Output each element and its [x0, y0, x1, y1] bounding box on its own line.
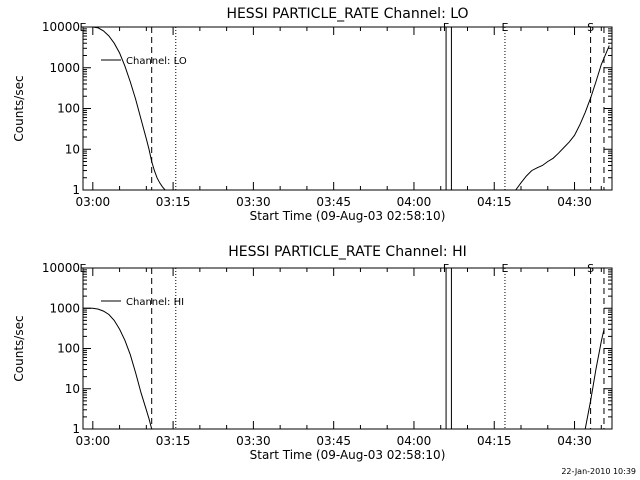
y-tick-label-5: 10000 [42, 261, 80, 275]
series-line-1-segment-1 [83, 307, 153, 430]
plot-frame [82, 26, 613, 191]
y-tick-label-3: 100 [57, 342, 80, 356]
y-axis-label: Counts/sec [12, 75, 26, 141]
marker-label-6: E [501, 21, 508, 34]
marker-label-7: S [587, 262, 594, 275]
marker-label-6: E [501, 262, 508, 275]
x-tick-label-5: 04:00 [397, 434, 432, 448]
series-line-1-segment-2 [584, 329, 605, 430]
y-axis-label: Counts/sec [12, 315, 26, 381]
x-axis-label: Start Time (09-Aug-03 02:58:10) [250, 448, 446, 462]
y-tick-label-1: 1 [72, 183, 80, 197]
x-tick-label-3: 03:30 [236, 434, 271, 448]
y-tick-label-2: 10 [65, 142, 80, 156]
series-line-1-segment-2 [515, 45, 610, 191]
y-tick-label-4: 1000 [49, 61, 80, 75]
x-tick-label-4: 03:45 [316, 434, 351, 448]
plot-frame [82, 267, 613, 430]
x-tick-label-7: 04:30 [557, 434, 592, 448]
y-tick-label-5: 10000 [42, 20, 80, 34]
x-axis-label: Start Time (09-Aug-03 02:58:10) [250, 209, 446, 223]
x-tick-label-4: 03:45 [316, 195, 351, 209]
x-tick-label-2: 03:15 [156, 434, 191, 448]
footer-timestamp: 22-Jan-2010 10:39 [561, 467, 636, 476]
y-tick-label-4: 1000 [49, 301, 80, 315]
x-tick-label-7: 04:30 [557, 195, 592, 209]
x-tick-label-6: 04:15 [477, 434, 512, 448]
x-tick-label-1: 03:00 [76, 434, 111, 448]
marker-label-4: F [443, 262, 449, 275]
x-tick-label-3: 03:30 [236, 195, 271, 209]
x-tick-label-6: 04:15 [477, 195, 512, 209]
y-tick-label-3: 100 [57, 102, 80, 116]
series-line-1-segment-1 [83, 26, 168, 191]
chart-title: HESSI PARTICLE_RATE Channel: LO [226, 6, 468, 22]
marker-label-4: F [443, 21, 449, 34]
x-tick-label-5: 04:00 [397, 195, 432, 209]
chart-title: HESSI PARTICLE_RATE Channel: HI [228, 244, 466, 260]
x-tick-label-1: 03:00 [76, 195, 111, 209]
x-tick-label-2: 03:15 [156, 195, 191, 209]
chart-panel-1: HESSI PARTICLE_RATE Channel: LOEFES11010… [12, 6, 613, 223]
legend-label: Channel: HI [126, 297, 184, 308]
chart-panel-2: HESSI PARTICLE_RATE Channel: HIEFES11010… [12, 244, 613, 462]
legend-label: Channel: LO [126, 56, 187, 67]
y-tick-label-2: 10 [65, 382, 80, 396]
marker-label-7: S [587, 21, 594, 34]
y-tick-label-1: 1 [72, 422, 80, 436]
